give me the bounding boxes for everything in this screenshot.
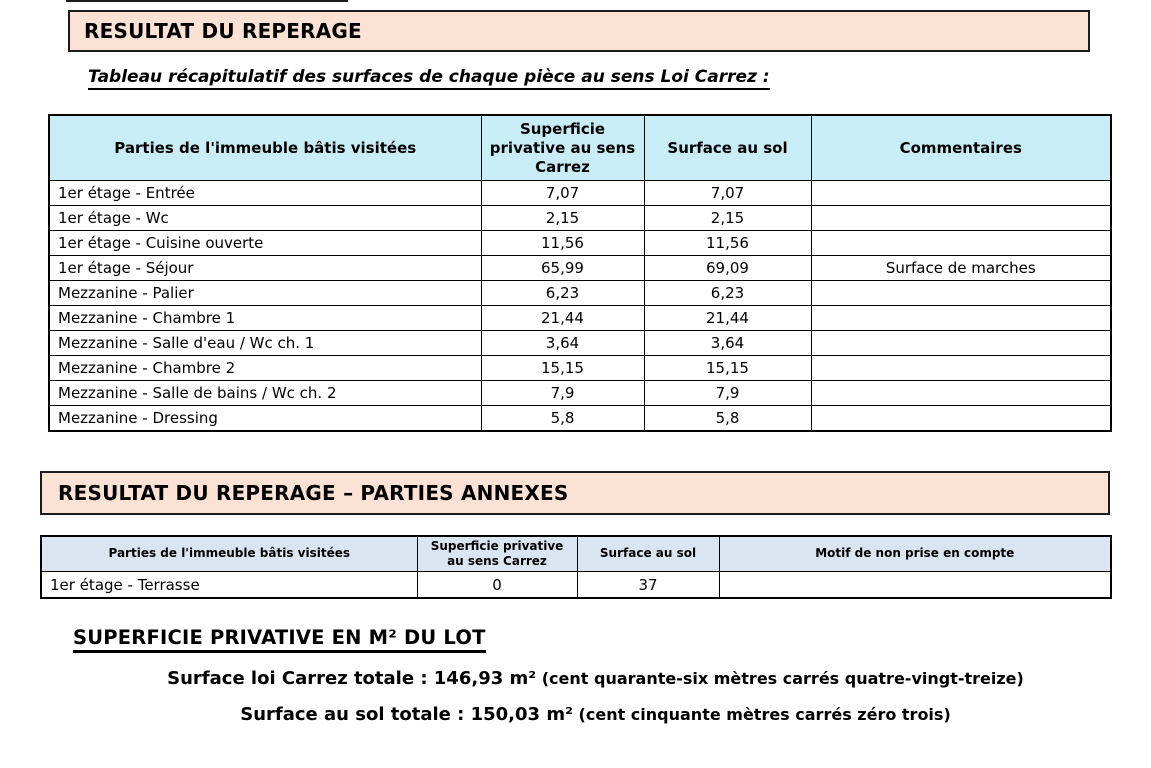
cell-comment: [810, 205, 1112, 232]
cell-comment: [810, 280, 1112, 307]
cell-comment: [810, 230, 1112, 257]
cell-sol: 21,44: [643, 305, 812, 332]
totals-block: Surface loi Carrez totale : 146,93 m² (c…: [40, 668, 1151, 725]
section-title-reperage: RESULTAT DU REPERAGE: [68, 10, 1090, 52]
cell-sol: 11,56: [643, 230, 812, 257]
parties-annexes-table: Parties de l'immeuble bâtis visitées Sup…: [40, 534, 1112, 600]
cell-comment: [810, 305, 1112, 332]
total-sol-words: (cent cinquante mètres carrés zéro trois…: [578, 705, 951, 725]
table-row: Mezzanine - Chambre 2 15,15 15,15: [48, 355, 1112, 382]
table-header-row: Parties de l'immeuble bâtis visitées Sup…: [48, 114, 1112, 182]
cell-room: 1er étage - Wc: [48, 205, 482, 232]
cell-room: Mezzanine - Dressing: [48, 405, 482, 432]
cell-room: Mezzanine - Palier: [48, 280, 482, 307]
total-sol-value: Surface au sol totale : 150,03 m²: [240, 704, 573, 726]
page-top-remnant-line: [66, 0, 348, 2]
cell-sol: 2,15: [643, 205, 812, 232]
table-row: Mezzanine - Palier 6,23 6,23: [48, 280, 1112, 307]
section-title-parties-annexes-label: RESULTAT DU REPERAGE – PARTIES ANNEXES: [58, 480, 569, 505]
cell-carrez: 6,23: [480, 280, 645, 307]
header-surface-sol: Surface au sol: [576, 535, 720, 572]
cell-carrez: 0: [416, 570, 578, 599]
cell-room: 1er étage - Séjour: [48, 255, 482, 282]
table-row: 1er étage - Cuisine ouverte 11,56 11,56: [48, 230, 1112, 257]
header-parties: Parties de l'immeuble bâtis visitées: [40, 535, 418, 572]
table-row: Mezzanine - Salle d'eau / Wc ch. 1 3,64 …: [48, 330, 1112, 357]
table-row: Mezzanine - Salle de bains / Wc ch. 2 7,…: [48, 380, 1112, 407]
cell-sol: 37: [576, 570, 720, 599]
section-title-parties-annexes: RESULTAT DU REPERAGE – PARTIES ANNEXES: [40, 470, 1110, 515]
cell-sol: 7,9: [643, 380, 812, 407]
cell-sol: 3,64: [643, 330, 812, 357]
header-superficie-carrez: Superficie privative au sens Carrez: [416, 535, 578, 572]
cell-room: Mezzanine - Chambre 2: [48, 355, 482, 382]
cell-room: Mezzanine - Salle d'eau / Wc ch. 1: [48, 330, 482, 357]
cell-carrez: 3,64: [480, 330, 645, 357]
superficie-privative-heading: SUPERFICIE PRIVATIVE EN M² DU LOT: [73, 626, 486, 654]
cell-comment: [810, 180, 1112, 207]
cell-carrez: 7,07: [480, 180, 645, 207]
table-row: 1er étage - Terrasse 0 37: [40, 570, 1112, 599]
cell-sol: 6,23: [643, 280, 812, 307]
cell-comment: [810, 355, 1112, 382]
cell-room: 1er étage - Cuisine ouverte: [48, 230, 482, 257]
cell-carrez: 65,99: [480, 255, 645, 282]
cell-comment: [810, 330, 1112, 357]
cell-sol: 5,8: [643, 405, 812, 432]
summary-heading-wrap: SUPERFICIE PRIVATIVE EN M² DU LOT: [73, 626, 1151, 654]
header-superficie-carrez: Superficie privative au sens Carrez: [480, 114, 645, 182]
table-row: 1er étage - Séjour 65,99 69,09 Surface d…: [48, 255, 1112, 282]
header-commentaires: Commentaires: [810, 114, 1112, 182]
cell-comment: Surface de marches: [810, 255, 1112, 282]
cell-room: Mezzanine - Salle de bains / Wc ch. 2: [48, 380, 482, 407]
cell-carrez: 7,9: [480, 380, 645, 407]
subtitle-wrap: Tableau récapitulatif des surfaces de ch…: [88, 67, 1151, 90]
header-parties: Parties de l'immeuble bâtis visitées: [48, 114, 482, 182]
table-recap-subtitle: Tableau récapitulatif des surfaces de ch…: [88, 67, 770, 90]
cell-motif: [718, 570, 1112, 599]
cell-sol: 15,15: [643, 355, 812, 382]
cell-comment: [810, 380, 1112, 407]
table-row: Mezzanine - Chambre 1 21,44 21,44: [48, 305, 1112, 332]
total-carrez-line: Surface loi Carrez totale : 146,93 m² (c…: [40, 668, 1151, 689]
cell-sol: 69,09: [643, 255, 812, 282]
header-surface-sol: Surface au sol: [643, 114, 812, 182]
table-row: 1er étage - Entrée 7,07 7,07: [48, 180, 1112, 207]
cell-room: 1er étage - Entrée: [48, 180, 482, 207]
cell-carrez: 5,8: [480, 405, 645, 432]
cell-room: 1er étage - Terrasse: [40, 570, 418, 599]
cell-carrez: 15,15: [480, 355, 645, 382]
section-title-reperage-label: RESULTAT DU REPERAGE: [84, 19, 362, 43]
total-carrez-words: (cent quarante-six mètres carrés quatre-…: [541, 669, 1024, 689]
table-header-row: Parties de l'immeuble bâtis visitées Sup…: [40, 535, 1112, 572]
cell-carrez: 11,56: [480, 230, 645, 257]
cell-carrez: 21,44: [480, 305, 645, 332]
cell-carrez: 2,15: [480, 205, 645, 232]
table-row: 1er étage - Wc 2,15 2,15: [48, 205, 1112, 232]
cell-room: Mezzanine - Chambre 1: [48, 305, 482, 332]
table-row: Mezzanine - Dressing 5,8 5,8: [48, 405, 1112, 432]
carrez-surfaces-table: Parties de l'immeuble bâtis visitées Sup…: [48, 114, 1112, 432]
cell-sol: 7,07: [643, 180, 812, 207]
header-motif: Motif de non prise en compte: [718, 535, 1112, 572]
total-sol-line: Surface au sol totale : 150,03 m² (cent …: [40, 704, 1151, 725]
cell-comment: [810, 405, 1112, 432]
total-carrez-value: Surface loi Carrez totale : 146,93 m²: [167, 668, 537, 690]
